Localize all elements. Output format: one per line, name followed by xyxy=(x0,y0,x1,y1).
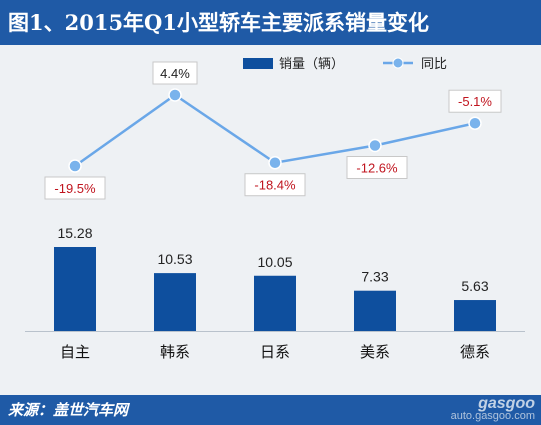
category-label-3: 美系 xyxy=(360,343,390,361)
yoy-label-4: -5.1% xyxy=(458,94,492,109)
yoy-line xyxy=(74,93,476,168)
yoy-point-4 xyxy=(468,116,482,130)
yoy-point-1 xyxy=(168,88,182,102)
yoy-label-1: 4.4% xyxy=(160,66,190,81)
yoy-label-box-2 xyxy=(244,173,306,197)
yoy-label-box-1 xyxy=(152,61,198,85)
chart-area: 15.28 自主 10.53 韩系 10.05 日系 7.33 美系 5.63 德系 -19.5% 4… xyxy=(0,45,541,395)
yoy-label-box-0 xyxy=(44,176,106,200)
category-label-2: 日系 xyxy=(260,343,290,361)
legend-line-marker xyxy=(392,57,404,69)
legend-bar-swatch xyxy=(243,58,273,69)
legend-bar-label: 销量（辆） xyxy=(279,57,344,72)
bar-2 xyxy=(254,275,296,331)
bar-4 xyxy=(454,300,496,331)
watermark-logo: gasgoo xyxy=(478,395,535,412)
yoy-label-box-4 xyxy=(448,89,502,113)
category-label-4: 德系 xyxy=(460,343,490,361)
category-label-1: 韩系 xyxy=(160,343,190,361)
chart-title: 图1、2015年Q1小型轿车主要派系销量变化 xyxy=(0,0,541,45)
legend-line-label: 同比 xyxy=(421,57,447,72)
bar-value-label-2: 10.05 xyxy=(257,254,292,270)
yoy-label-3: -12.6% xyxy=(356,161,398,176)
bar-value-label-3: 7.33 xyxy=(361,269,388,285)
bar-value-label-4: 5.63 xyxy=(461,278,488,294)
yoy-label-box-3 xyxy=(346,156,408,180)
bar-3 xyxy=(354,290,396,331)
yoy-point-2 xyxy=(268,155,282,170)
footer-bar: 来源：盖世汽车网 gasgoo auto.gasgoo.com xyxy=(0,395,541,425)
yoy-label-0: -19.5% xyxy=(54,181,96,196)
bar-0 xyxy=(54,247,96,331)
source-text: 来源：盖世汽车网 xyxy=(8,401,129,419)
yoy-point-0 xyxy=(68,159,82,173)
watermark: gasgoo auto.gasgoo.com xyxy=(450,395,535,423)
bar-value-label-0: 15.28 xyxy=(57,225,92,241)
watermark-url: auto.gasgoo.com xyxy=(450,410,535,422)
chart-svg: 15.28 自主 10.53 韩系 10.05 日系 7.33 美系 5.63 德系 -19.5% 4… xyxy=(25,57,525,361)
bar-1 xyxy=(154,273,196,331)
yoy-label-2: -18.4% xyxy=(254,178,296,193)
yoy-point-3 xyxy=(368,138,382,153)
bar-value-label-1: 10.53 xyxy=(157,251,192,267)
category-label-0: 自主 xyxy=(60,343,90,361)
